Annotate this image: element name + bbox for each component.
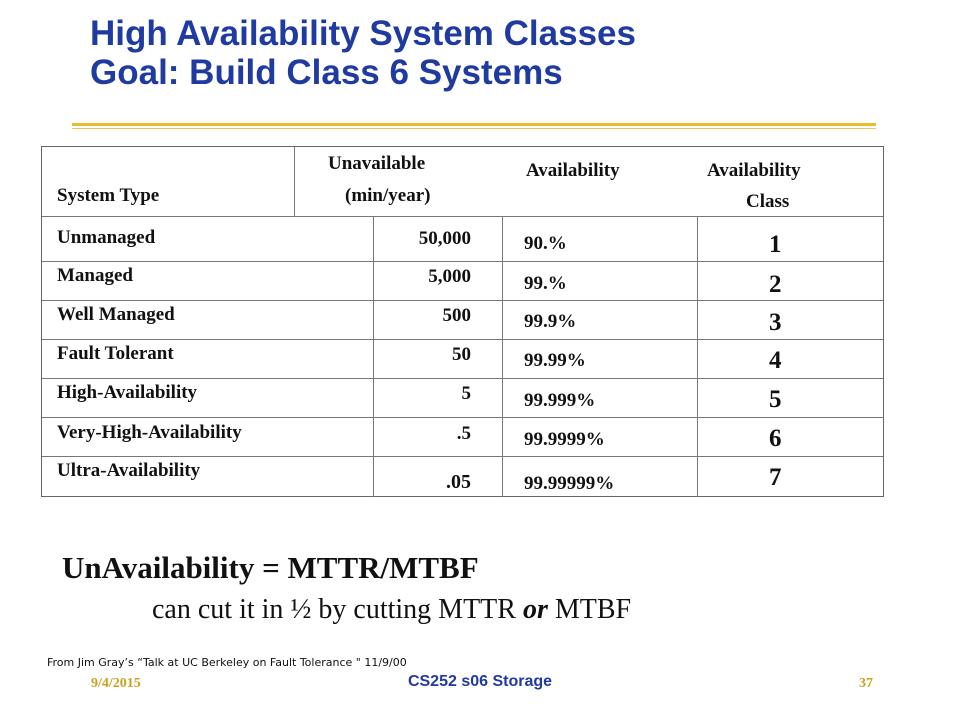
row-7-class: 7 xyxy=(769,464,782,491)
col-divider-unavailable-body xyxy=(373,216,374,497)
header-class-line2: Class xyxy=(746,191,790,212)
footer-course: CS252 s06 Storage xyxy=(407,673,553,690)
row-2-class: 2 xyxy=(769,271,782,298)
row-1-unavailable: 50,000 xyxy=(418,228,471,249)
availability-table: System Type Unavailable (min/year) Avail… xyxy=(41,146,884,497)
row-7-availability: 99.99999% xyxy=(524,473,615,494)
row-5-system-type: High-Availability xyxy=(57,382,198,403)
formula-explanation: can cut it in ½ by cutting MTTR or MTBF xyxy=(152,594,631,626)
row-6-class: 6 xyxy=(769,425,782,452)
row-5-availability: 99.999% xyxy=(524,390,596,411)
row-5-unavailable: 5 xyxy=(461,383,472,404)
explanation-text: can cut it in ½ by cutting MTTR xyxy=(152,594,523,625)
slide-title: High Availability System Classes Goal: B… xyxy=(90,14,636,92)
row-4-class: 4 xyxy=(769,347,782,374)
row-6-unavailable: .5 xyxy=(456,423,471,444)
row-3-unavailable: 500 xyxy=(442,305,472,326)
header-class-line1: Availability xyxy=(707,160,801,181)
row-5-class: 5 xyxy=(769,386,782,413)
row-2-availability: 99.% xyxy=(524,273,567,294)
col-divider-availability xyxy=(502,216,503,497)
row-1-system-type: Unmanaged xyxy=(57,227,156,248)
col-divider-class xyxy=(697,216,698,497)
row-2-system-type: Managed xyxy=(57,265,133,286)
row-7-unavailable: .05 xyxy=(446,471,471,493)
row-divider xyxy=(42,339,883,340)
header-divider xyxy=(42,216,883,217)
title-divider xyxy=(72,123,876,126)
row-divider xyxy=(42,456,883,457)
unavailability-formula: UnAvailability = MTTR/MTBF xyxy=(62,550,479,585)
row-divider xyxy=(42,261,883,262)
explanation-emphasis: or xyxy=(522,594,548,625)
title-divider-thin xyxy=(72,128,876,129)
row-4-unavailable: 50 xyxy=(452,344,471,365)
row-1-class: 1 xyxy=(769,231,782,258)
header-system-type: System Type xyxy=(57,185,160,206)
row-7-system-type: Ultra-Availability xyxy=(57,460,201,481)
row-divider xyxy=(42,378,883,379)
header-unavailable-line1: Unavailable xyxy=(328,153,426,174)
title-line-1: High Availability System Classes xyxy=(90,14,636,53)
title-line-2: Goal: Build Class 6 Systems xyxy=(90,53,563,92)
row-2-unavailable: 5,000 xyxy=(428,266,471,287)
row-4-system-type: Fault Tolerant xyxy=(57,343,174,364)
row-3-class: 3 xyxy=(769,309,782,336)
row-4-availability: 99.99% xyxy=(524,350,586,371)
row-divider xyxy=(42,300,883,301)
row-divider xyxy=(42,417,883,418)
row-3-system-type: Well Managed xyxy=(57,304,175,325)
row-6-availability: 99.9999% xyxy=(524,429,605,450)
footer-date: 9/4/2015 xyxy=(91,676,141,691)
col-divider-header-1 xyxy=(294,147,295,216)
row-1-availability: 90.% xyxy=(524,233,567,254)
row-3-availability: 99.9% xyxy=(524,311,577,332)
row-6-system-type: Very-High-Availability xyxy=(57,422,242,443)
source-note: From Jim Gray’s “Talk at UC Berkeley on … xyxy=(47,656,407,669)
page-number: 37 xyxy=(859,676,873,691)
header-unavailable-line2: (min/year) xyxy=(345,185,431,206)
explanation-text-end: MTBF xyxy=(547,594,632,625)
header-availability: Availability xyxy=(526,160,620,181)
